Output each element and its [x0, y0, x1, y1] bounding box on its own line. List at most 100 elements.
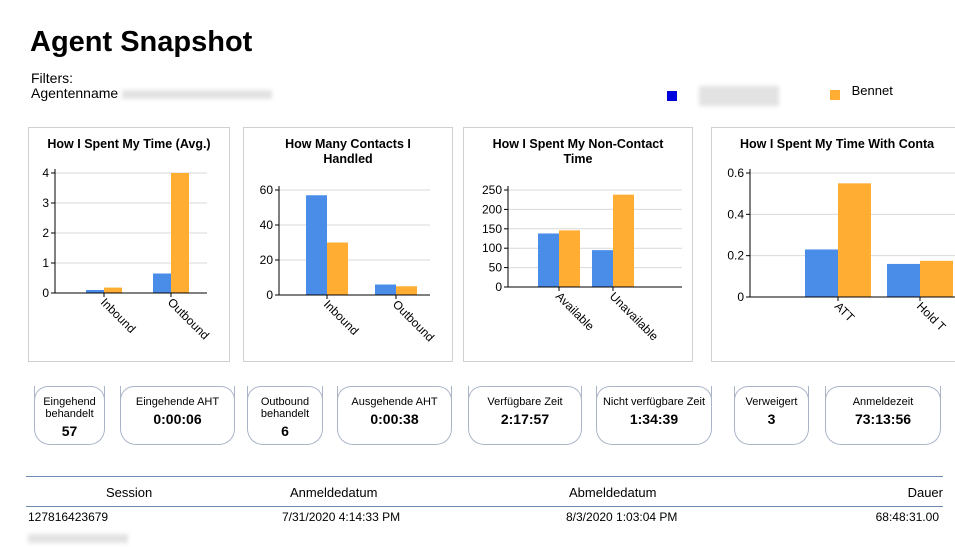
table-row[interactable]: 127816423679 7/31/2020 4:14:33 PM 8/3/20…: [26, 507, 943, 526]
chart-non-contact-time: 0 50 100 150 200 250 Available Unavailable: [482, 183, 682, 344]
column-header-login-date[interactable]: Anmeldedatum: [290, 485, 378, 500]
chart-time-with-contacts: 0 0.2 0.4 0.6 ATT Hold T: [727, 166, 955, 334]
bar-available-series-2[interactable]: [559, 230, 580, 287]
legend-item-agent: [667, 86, 780, 106]
x-tick-label: Outbound: [165, 295, 212, 342]
column-header-duration[interactable]: Dauer: [907, 485, 943, 500]
kpi-value: 73:13:56: [854, 411, 912, 427]
chart-title: How I Spent My Non-Contact Time: [492, 137, 664, 166]
y-tick-label: 50: [489, 261, 503, 275]
y-tick-label: 4: [42, 166, 49, 180]
chart-time-avg: 0 1 2 3 4 Inbound Outbound: [42, 166, 212, 342]
chart-title: How Many Contacts I Handled: [285, 137, 411, 166]
kpi-outbound-aht: Ausgehende AHT 0:00:38: [337, 386, 452, 445]
kpi-label: Verfügbare Zeit: [487, 396, 563, 408]
bar-outbound-series-2[interactable]: [396, 286, 417, 295]
y-tick-label: 0: [737, 290, 744, 304]
y-tick-label: 250: [482, 183, 502, 197]
kpi-value: 2:17:57: [500, 411, 550, 427]
chart-title: How I Spent My Time With Conta: [740, 137, 935, 151]
chart-contacts-handled: 0 20 40 60 Inbound Outbound: [260, 183, 437, 344]
kpi-label: Eingehende AHT: [135, 396, 220, 408]
kpi-available-time: Verfügbare Zeit 2:17:57: [468, 386, 582, 445]
y-tick-label: 150: [482, 222, 502, 236]
kpi-label: Outbound behandelt: [260, 396, 310, 420]
kpi-refused: Verweigert 3: [734, 386, 809, 445]
row-cutoff: [28, 534, 128, 543]
y-tick-label: 0: [266, 288, 273, 302]
kpi-label: Ausgehende AHT: [351, 396, 438, 408]
kpi-value: 1:34:39: [629, 411, 679, 427]
bar-outbound-series-1[interactable]: [153, 273, 171, 294]
y-tick-label: 100: [482, 241, 502, 255]
cell-login-date: 7/31/2020 4:14:33 PM: [282, 510, 401, 524]
chart-panel-2: How Many Contacts I Handled 0 20 40 60 Inbou…: [243, 127, 453, 362]
x-tick-label: Inbound: [321, 297, 362, 338]
y-tick-label: 0.6: [727, 166, 744, 180]
session-table: Session Anmeldedatum Abmeldedatum Dauer …: [26, 476, 943, 545]
x-tick-label: Hold T: [914, 299, 949, 334]
kpi-inbound-handled: Eingehend behandelt 57: [34, 386, 105, 445]
y-tick-label: 0: [42, 286, 49, 300]
page-title: Agent Snapshot: [30, 26, 253, 58]
bar-att-series-1[interactable]: [805, 249, 838, 297]
table-row-partial: [26, 526, 943, 545]
kpi-label: Eingehend behandelt: [43, 396, 96, 420]
x-tick-label: Outbound: [390, 297, 437, 344]
table-header: Session Anmeldedatum Abmeldedatum Dauer: [26, 477, 943, 507]
y-tick-label: 0.2: [727, 249, 744, 263]
filters-label: Filters:: [31, 70, 73, 86]
filters: Filters: Agentenname: [31, 70, 273, 101]
bar-outbound-series-1[interactable]: [375, 284, 396, 296]
kpi-label: Verweigert: [745, 396, 798, 408]
kpi-inbound-aht: Eingehende AHT 0:00:06: [120, 386, 235, 445]
bar-unavailable-series-1[interactable]: [592, 250, 613, 287]
bar-inbound-series-1[interactable]: [86, 290, 104, 293]
bar-att-series-2[interactable]: [838, 183, 871, 297]
y-tick-label: 0.4: [727, 207, 744, 221]
kpi-unavailable-time: Nicht verfügbare Zeit 1:34:39: [596, 386, 712, 445]
x-tick-label: Available: [553, 289, 597, 333]
bar-hold-t-series-1[interactable]: [887, 263, 920, 297]
cell-session: 127816423679: [28, 510, 109, 524]
agent-name-label: Agentenname: [31, 85, 119, 101]
kpi-value: 0:00:06: [153, 411, 202, 427]
bar-hold-t-series-2[interactable]: [920, 260, 953, 297]
y-tick-label: 2: [42, 226, 49, 240]
bar-outbound-series-2[interactable]: [171, 173, 189, 293]
bar-inbound-series-2[interactable]: [104, 287, 122, 293]
y-tick-label: 0: [495, 280, 502, 294]
y-tick-label: 1: [42, 256, 49, 270]
bar-inbound-series-2[interactable]: [327, 242, 348, 296]
kpi-value: 6: [281, 423, 289, 439]
bar-inbound-series-1[interactable]: [306, 195, 327, 295]
y-tick-label: 20: [260, 253, 274, 267]
bar-unavailable-series-2[interactable]: [613, 194, 634, 287]
legend-swatch-bennet: [830, 89, 840, 100]
chart-panel-3: How I Spent My Non-Contact Time 0 50 100 15…: [463, 127, 693, 362]
x-tick-label: ATT: [832, 299, 858, 325]
column-header-logout-date[interactable]: Abmeldedatum: [569, 485, 657, 500]
legend-name-bennet: Bennet: [851, 83, 893, 98]
cell-logout-date: 8/3/2020 1:03:04 PM: [566, 510, 678, 524]
cell-duration: 68:48:31.00: [875, 510, 939, 524]
kpi-login-time: Anmeldezeit 73:13:56: [825, 386, 941, 445]
kpi-value: 3: [767, 411, 776, 427]
y-tick-label: 40: [260, 218, 274, 232]
agent-name-redacted: [122, 89, 273, 99]
kpi-value: 57: [61, 423, 78, 439]
kpi-value: 0:00:38: [370, 411, 419, 427]
chart-panel-4: How I Spent My Time With Conta 0 0.2 0.4 0.…: [711, 127, 955, 362]
legend-item-bennet: Bennet: [830, 83, 893, 100]
chart-title: How I Spent My Time (Avg.): [47, 137, 211, 151]
y-tick-label: 200: [482, 202, 502, 216]
chart-panel-1: How I Spent My Time (Avg.) 0 1 2 3 4 Inbound O…: [28, 127, 230, 362]
bar-available-series-1[interactable]: [538, 233, 559, 287]
column-header-session[interactable]: Session: [106, 485, 153, 500]
kpi-label: Anmeldezeit: [852, 396, 914, 408]
x-tick-label: Inbound: [98, 295, 139, 336]
kpi-label: Nicht verfügbare Zeit: [602, 396, 706, 408]
x-tick-label: Unavailable: [607, 289, 661, 343]
y-tick-label: 3: [42, 196, 49, 210]
legend-swatch-agent: [667, 91, 677, 101]
